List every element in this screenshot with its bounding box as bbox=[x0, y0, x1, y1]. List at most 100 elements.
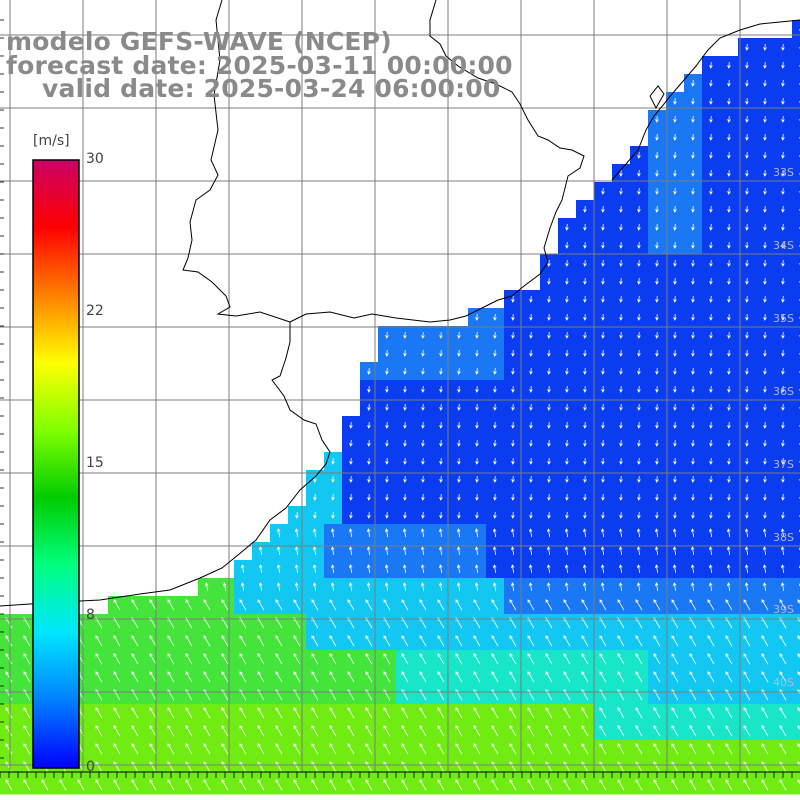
wind-arrow bbox=[673, 385, 677, 393]
wind-arrow bbox=[240, 582, 245, 592]
wind-arrow bbox=[131, 671, 139, 683]
wind-arrow bbox=[23, 671, 31, 683]
wind-arrow bbox=[691, 169, 695, 177]
wind-arrow bbox=[691, 295, 695, 303]
wind-arrow bbox=[401, 653, 409, 665]
wind-arrow bbox=[167, 653, 175, 665]
wind-arrow bbox=[545, 743, 553, 755]
wind-arrow bbox=[529, 511, 533, 519]
wind-arrow bbox=[293, 653, 301, 665]
wind-arrow bbox=[725, 599, 733, 611]
wind-arrow bbox=[457, 349, 461, 357]
wind-arrow bbox=[23, 635, 31, 647]
wind-arrow bbox=[617, 599, 625, 611]
wind-arrow bbox=[617, 635, 625, 647]
lat-label-38s: 38S bbox=[773, 531, 794, 544]
wind-arrow bbox=[384, 528, 389, 538]
wind-arrow bbox=[673, 133, 677, 141]
wind-arrow bbox=[565, 475, 569, 483]
wind-arrow bbox=[383, 653, 391, 665]
wind-arrow bbox=[149, 779, 157, 791]
wind-arrow bbox=[455, 725, 463, 737]
wind-arrow bbox=[745, 259, 749, 267]
wind-arrow bbox=[637, 205, 641, 213]
wind-arrow bbox=[511, 313, 515, 321]
wind-arrow bbox=[618, 546, 623, 556]
wind-arrow bbox=[491, 599, 499, 611]
wind-arrow bbox=[619, 241, 623, 249]
wind-arrow bbox=[403, 493, 407, 501]
wind-arrow bbox=[727, 511, 731, 519]
wind-arrow bbox=[673, 313, 677, 321]
wind-arrow bbox=[655, 457, 659, 465]
wind-arrow bbox=[492, 546, 497, 556]
wind-arrow bbox=[312, 564, 317, 574]
wind-arrow bbox=[438, 564, 443, 574]
wind-arrow bbox=[709, 439, 713, 447]
wind-arrow bbox=[781, 421, 785, 429]
wind-arrow bbox=[601, 421, 605, 429]
wind-arrow bbox=[781, 97, 785, 105]
wind-arrow bbox=[473, 707, 481, 719]
wind-arrow bbox=[761, 761, 769, 773]
wind-arrow bbox=[655, 421, 659, 429]
wind-arrow bbox=[547, 349, 551, 357]
wind-arrow bbox=[763, 457, 767, 465]
wind-arrow bbox=[743, 743, 751, 755]
wind-arrow bbox=[221, 635, 229, 647]
wind-arrow bbox=[113, 725, 121, 737]
wind-arrow bbox=[691, 133, 695, 141]
wind-arrow bbox=[763, 151, 767, 159]
wind-arrow bbox=[149, 653, 157, 665]
wind-arrow bbox=[438, 582, 443, 592]
wind-arrow bbox=[619, 277, 623, 285]
wind-arrow bbox=[421, 331, 425, 339]
wind-arrow bbox=[5, 707, 13, 719]
wind-arrow bbox=[385, 457, 389, 465]
wind-arrow bbox=[637, 259, 641, 267]
wind-arrow bbox=[385, 493, 389, 501]
wind-arrow bbox=[493, 403, 497, 411]
wind-arrow bbox=[275, 635, 283, 647]
wind-arrow bbox=[403, 331, 407, 339]
wind-arrow bbox=[474, 582, 479, 592]
wind-arrow bbox=[637, 493, 641, 501]
wind-arrow bbox=[149, 707, 157, 719]
wind-arrow bbox=[745, 331, 749, 339]
wind-arrow bbox=[257, 707, 265, 719]
wind-arrow bbox=[221, 761, 229, 773]
wind-arrow bbox=[727, 457, 731, 465]
wind-arrow bbox=[511, 385, 515, 393]
wind-arrow bbox=[743, 707, 751, 719]
wind-arrow bbox=[367, 367, 371, 375]
wind-arrow bbox=[583, 277, 587, 285]
wind-arrow bbox=[689, 635, 697, 647]
wind-arrow bbox=[745, 151, 749, 159]
wind-arrow bbox=[601, 493, 605, 501]
wind-speed-cell bbox=[792, 164, 800, 183]
wind-arrow bbox=[113, 761, 121, 773]
wind-arrow bbox=[601, 385, 605, 393]
wind-arrow bbox=[727, 151, 731, 159]
wind-arrow bbox=[275, 725, 283, 737]
wind-arrow bbox=[781, 403, 785, 411]
wind-arrow bbox=[762, 528, 767, 538]
wind-arrow bbox=[330, 564, 335, 574]
wind-arrow bbox=[509, 743, 517, 755]
wind-arrow bbox=[709, 457, 713, 465]
wind-speed-cell bbox=[792, 632, 800, 651]
wind-arrow bbox=[780, 528, 785, 538]
wind-arrow bbox=[23, 653, 31, 665]
wind-arrow bbox=[781, 439, 785, 447]
wind-arrow bbox=[421, 367, 425, 375]
wind-arrow bbox=[384, 582, 389, 592]
wind-arrow bbox=[421, 511, 425, 519]
wind-arrow bbox=[745, 43, 749, 51]
wind-arrow bbox=[545, 761, 553, 773]
wind-arrow bbox=[239, 653, 247, 665]
wind-arrow bbox=[491, 779, 499, 791]
wind-arrow bbox=[673, 277, 677, 285]
wind-arrow bbox=[403, 349, 407, 357]
wind-arrow bbox=[222, 582, 227, 592]
